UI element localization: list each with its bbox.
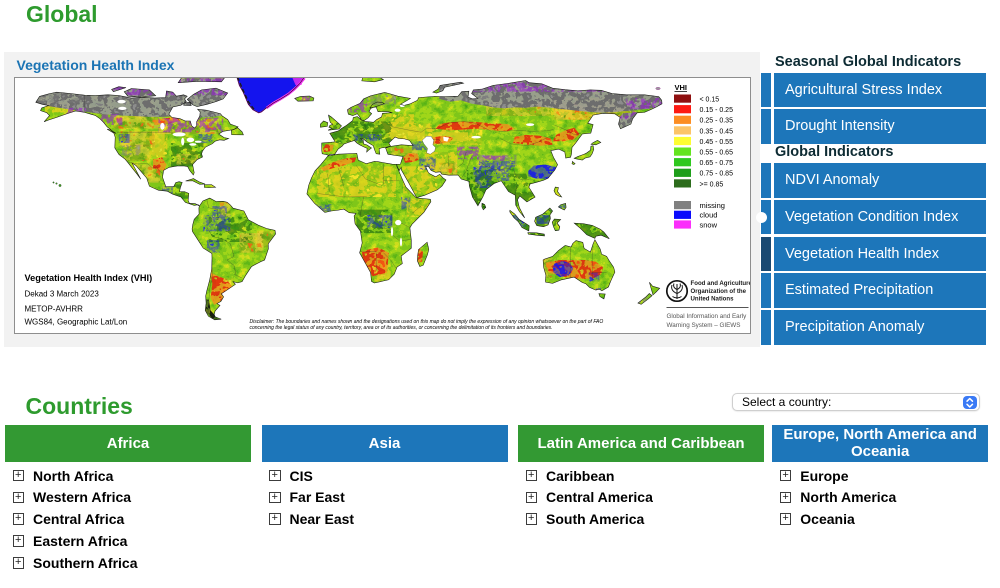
svg-text:United Nations: United Nations xyxy=(691,296,735,303)
svg-text:Dekad 3 March 2023: Dekad 3 March 2023 xyxy=(25,290,100,299)
svg-text:WGS84, Geographic Lat/Lon: WGS84, Geographic Lat/Lon xyxy=(25,318,128,327)
svg-text:0.55 - 0.65: 0.55 - 0.65 xyxy=(700,150,734,157)
svg-text:VHI: VHI xyxy=(675,83,688,92)
svg-text:Organization of the: Organization of the xyxy=(691,288,747,295)
svg-text:0.75 - 0.85: 0.75 - 0.85 xyxy=(700,171,734,178)
svg-text:0.45 - 0.55: 0.45 - 0.55 xyxy=(700,139,734,146)
svg-text:Warning System – GIEWS: Warning System – GIEWS xyxy=(667,322,741,329)
svg-text:snow: snow xyxy=(700,220,718,229)
svg-text:Global Information and Early: Global Information and Early xyxy=(667,313,748,320)
svg-text:0.65 - 0.75: 0.65 - 0.75 xyxy=(700,160,734,167)
svg-text:0.15 - 0.25: 0.15 - 0.25 xyxy=(700,107,734,114)
svg-text:0.25 - 0.35: 0.25 - 0.35 xyxy=(700,118,734,125)
svg-text:Disclaimer: The boundaries and: Disclaimer: The boundaries and names sho… xyxy=(250,319,604,325)
svg-text:missing: missing xyxy=(700,201,725,210)
svg-text:concerning the legal status of: concerning the legal status of any count… xyxy=(250,325,553,331)
svg-text:Vegetation Health Index (VHI): Vegetation Health Index (VHI) xyxy=(25,273,153,283)
svg-text:cloud: cloud xyxy=(700,211,718,220)
svg-text:< 0.15: < 0.15 xyxy=(700,97,720,104)
svg-text:METOP-AVHRR: METOP-AVHRR xyxy=(25,305,84,314)
svg-text:>= 0.85: >= 0.85 xyxy=(700,181,724,188)
svg-text:0.35 - 0.45: 0.35 - 0.45 xyxy=(700,128,734,135)
svg-text:Food and Agriculture: Food and Agriculture xyxy=(691,280,751,287)
